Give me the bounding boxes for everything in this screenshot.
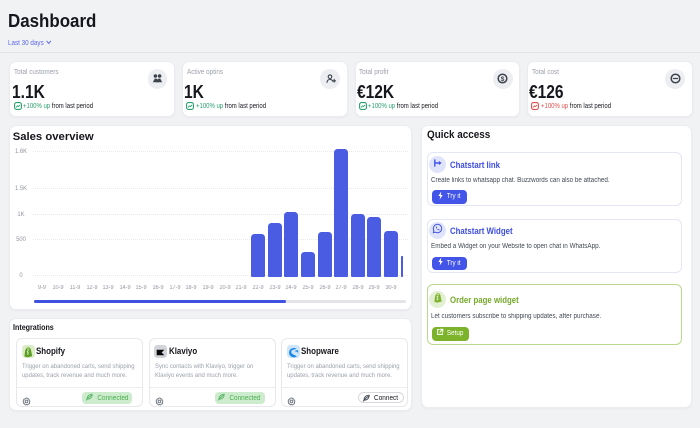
svg-text:$: $ [501,76,505,83]
